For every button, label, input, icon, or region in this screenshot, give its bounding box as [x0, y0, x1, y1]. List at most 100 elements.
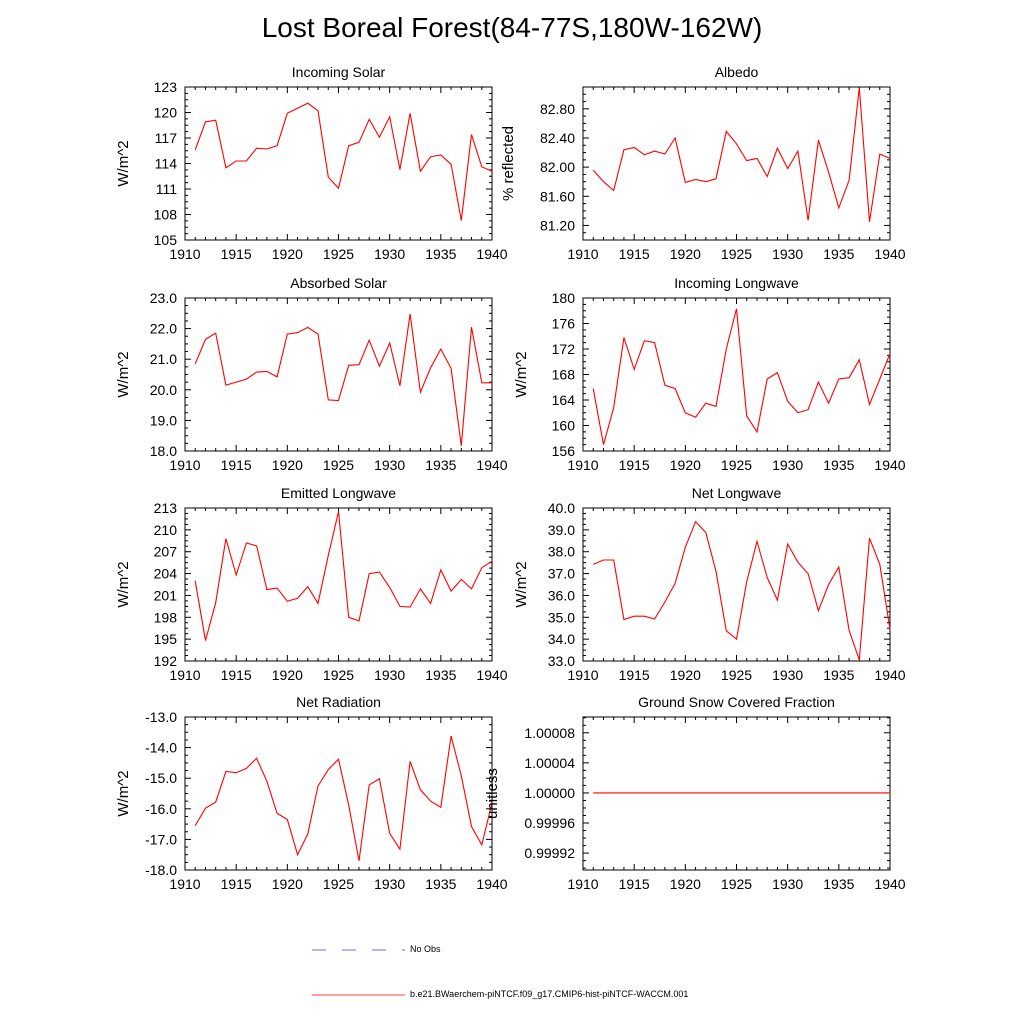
y-axis-label: W/m^2 [513, 561, 530, 607]
y-tick-label: -18.0 [145, 862, 177, 878]
x-tick-label: 1915 [221, 457, 252, 473]
x-tick-label: 1920 [272, 876, 303, 892]
x-tick-label: 1925 [323, 457, 354, 473]
y-tick-label: 120 [154, 105, 178, 121]
x-tick-label: 1915 [619, 667, 650, 683]
x-tick-label: 1940 [476, 876, 507, 892]
plot-frame [582, 297, 891, 452]
panel-net-longwave: 1910 1915 1920 1925 1930 1935 1940 33.0 34.0 35.0… [513, 485, 906, 683]
y-tick-label: 81.20 [540, 217, 575, 233]
y-tick-label: 81.60 [540, 188, 575, 204]
y-tick-label: 180 [552, 290, 576, 306]
figure-title: Lost Boreal Forest(84-77S,180W-162W) [261, 12, 763, 43]
y-tick-label: 105 [154, 232, 178, 248]
panel-ground-snow-covered-fraction: 1910 1915 1920 1925 1930 1935 1940 0.99992 0.999… [484, 694, 906, 892]
x-tick-label: 1930 [374, 457, 405, 473]
y-tick-label: 156 [552, 443, 576, 459]
panel-title: Albedo [715, 64, 759, 80]
plot-frame [582, 86, 891, 241]
legend [312, 949, 405, 996]
y-tick-label: 82.00 [540, 159, 575, 175]
y-tick-label: 35.0 [548, 609, 575, 625]
plot-frame [184, 507, 493, 662]
x-tick-label: 1930 [772, 457, 803, 473]
x-tick-label: 1940 [874, 246, 905, 262]
y-tick-label: -14.0 [145, 740, 177, 756]
x-tick-label: 1930 [772, 667, 803, 683]
y-tick-label: 36.0 [548, 587, 575, 603]
y-axis-label: W/m^2 [115, 561, 132, 607]
y-tick-label: 114 [155, 156, 178, 172]
x-tick-label: 1940 [476, 246, 507, 262]
panel-incoming-solar: 1910 1915 1920 1925 1930 1935 1940 105 108 111 114… [115, 64, 508, 262]
y-tick-label: 168 [552, 367, 576, 383]
panel-title: Ground Snow Covered Fraction [638, 694, 835, 710]
y-tick-label: -16.0 [145, 801, 177, 817]
x-tick-label: 1915 [221, 876, 252, 892]
x-tick-label: 1935 [425, 667, 456, 683]
x-tick-label: 1930 [772, 876, 803, 892]
panel-title: Emitted Longwave [281, 485, 396, 501]
y-tick-label: 19.0 [150, 412, 177, 428]
x-tick-label: 1915 [221, 667, 252, 683]
x-tick-label: 1915 [619, 457, 650, 473]
series-line [592, 520, 891, 661]
y-tick-label: 34.0 [548, 631, 575, 647]
x-tick-label: 1935 [823, 667, 854, 683]
x-tick-label: 1935 [425, 876, 456, 892]
y-tick-label: 21.0 [150, 351, 177, 367]
y-tick-label: 207 [154, 544, 178, 560]
y-tick-label: 22.0 [150, 321, 177, 337]
series-line [592, 87, 891, 222]
x-tick-label: 1935 [425, 246, 456, 262]
y-axis-label: W/m^2 [513, 351, 530, 397]
y-tick-label: 172 [552, 341, 576, 357]
x-tick-label: 1915 [619, 876, 650, 892]
y-tick-label: 198 [154, 609, 178, 625]
y-tick-label: 18.0 [150, 443, 177, 459]
y-tick-label: 39.0 [548, 522, 575, 538]
y-tick-label: 192 [154, 653, 178, 669]
series-line [194, 735, 493, 861]
y-tick-label: 123 [154, 79, 178, 95]
y-tick-label: 82.40 [540, 130, 575, 146]
x-tick-label: 1935 [823, 457, 854, 473]
x-tick-label: 1925 [721, 667, 752, 683]
y-tick-label: 0.99996 [524, 815, 575, 831]
x-tick-label: 1935 [425, 457, 456, 473]
x-tick-label: 1940 [874, 876, 905, 892]
y-tick-label: 23.0 [150, 290, 177, 306]
x-tick-label: 1920 [272, 457, 303, 473]
y-tick-label: 195 [154, 631, 178, 647]
x-tick-label: 1920 [670, 876, 701, 892]
panel-title: Net Radiation [296, 694, 381, 710]
y-tick-label: -13.0 [145, 709, 177, 725]
y-tick-label: 1.00000 [524, 785, 575, 801]
plot-frame [184, 297, 493, 452]
panel-emitted-longwave: 1910 1915 1920 1925 1930 1935 1940 192 195 198 201… [115, 485, 508, 683]
legend-obs-label: No Obs [410, 944, 441, 954]
y-tick-label: -15.0 [145, 770, 177, 786]
y-tick-label: 210 [154, 522, 178, 538]
panel-absorbed-solar: 1910 1915 1920 1925 1930 1935 1940 18.0 19.0 20.0… [115, 275, 508, 473]
panel-title: Incoming Longwave [674, 275, 799, 291]
x-tick-label: 1910 [567, 667, 598, 683]
plot-frame [582, 716, 891, 871]
x-tick-label: 1910 [567, 457, 598, 473]
panel-title: Net Longwave [692, 485, 782, 501]
x-tick-label: 1915 [619, 246, 650, 262]
x-tick-label: 1925 [323, 667, 354, 683]
y-tick-label: 213 [154, 500, 178, 516]
y-tick-label: 108 [154, 207, 178, 223]
x-tick-label: 1930 [374, 667, 405, 683]
y-tick-label: 82.80 [540, 101, 575, 117]
y-tick-label: 204 [154, 566, 178, 582]
legend-model-label: b.e21.BWaerchem-piNTCF.f09_g17.CMIP6-his… [410, 989, 689, 999]
y-tick-label: 0.99992 [524, 845, 575, 861]
x-tick-label: 1930 [374, 246, 405, 262]
chart-panels: 1910 1915 1920 1925 1930 1935 1940 105 108 111 114… [115, 64, 906, 892]
y-tick-label: 117 [155, 130, 178, 146]
y-tick-label: 160 [552, 418, 576, 434]
x-tick-label: 1925 [323, 246, 354, 262]
